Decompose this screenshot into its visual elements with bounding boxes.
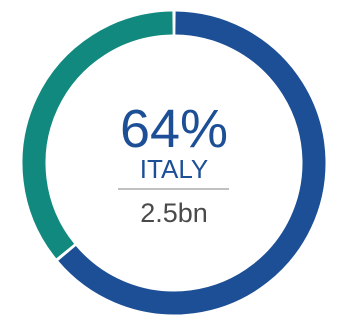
donut-slices [22,11,326,315]
donut-slice-1 [58,11,326,315]
donut-slice-2 [22,11,173,259]
percent-label: 64% [120,99,228,159]
amount-label: 2.5bn [140,198,208,228]
country-label: ITALY [140,154,208,184]
